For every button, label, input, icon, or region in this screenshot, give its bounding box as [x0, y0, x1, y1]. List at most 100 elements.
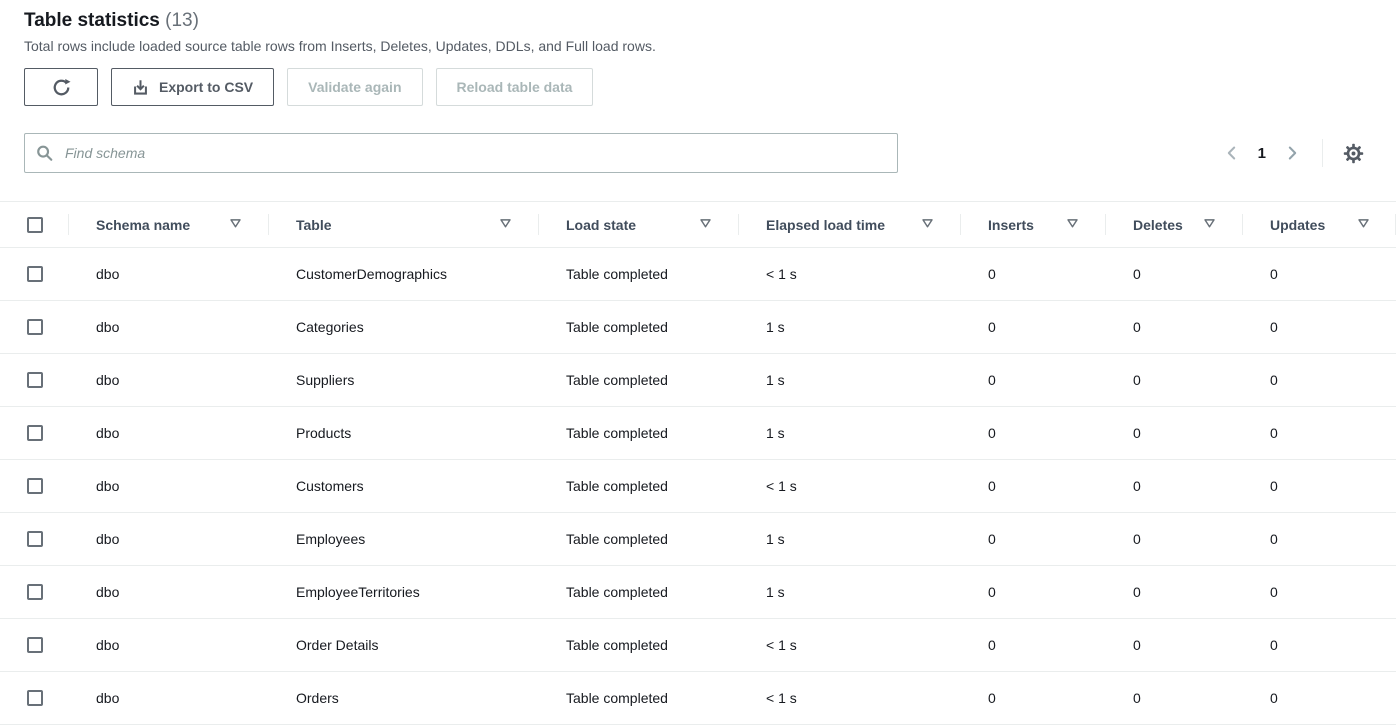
table-name-cell: Customers — [296, 478, 364, 494]
load-state-cell: Table completed — [566, 478, 668, 494]
triangle-down-icon[interactable] — [229, 217, 242, 233]
table-row: dbo Employees Table completed 1 s 0 0 0 — [0, 513, 1396, 566]
table-row: dbo Products Table completed 1 s 0 0 0 — [0, 407, 1396, 460]
row-checkbox[interactable] — [27, 319, 43, 335]
table-name-cell: Employees — [296, 531, 366, 547]
column-label: Load state — [566, 216, 637, 233]
updates-cell: 0 — [1270, 531, 1278, 547]
schema-name-cell: dbo — [96, 266, 120, 282]
triangle-down-icon[interactable] — [499, 217, 512, 233]
triangle-down-icon[interactable] — [921, 217, 934, 233]
table-row: dbo CustomerDemographics Table completed… — [0, 248, 1396, 301]
item-count-badge: (13) — [165, 10, 199, 31]
filter-row: 1 — [24, 133, 1372, 173]
table-row: dbo Order Details Table completed < 1 s … — [0, 619, 1396, 672]
row-select-cell — [0, 672, 68, 724]
load-state-cell: Table completed — [566, 372, 668, 388]
row-select-cell — [0, 354, 68, 406]
row-select-cell — [0, 513, 68, 565]
triangle-down-icon[interactable] — [699, 217, 712, 233]
schema-name-cell: dbo — [96, 372, 120, 388]
table-name-cell: CustomerDemographics — [296, 266, 447, 282]
panel-description: Total rows include loaded source table r… — [24, 38, 656, 54]
reload-table-data-label: Reload table data — [456, 79, 573, 95]
column-header-load-state[interactable]: Load state — [538, 202, 738, 247]
refresh-icon — [52, 78, 71, 97]
updates-cell: 0 — [1270, 637, 1278, 653]
load-state-cell: Table completed — [566, 584, 668, 600]
table-statistics-table: Schema name Table Load state Elapsed loa… — [0, 201, 1396, 725]
download-icon — [132, 79, 149, 96]
chevron-right-icon — [1284, 144, 1300, 162]
elapsed-load-time-cell: 1 s — [766, 584, 785, 600]
deletes-cell: 0 — [1133, 584, 1141, 600]
column-label: Table — [296, 216, 332, 233]
column-label: Deletes — [1133, 216, 1183, 233]
find-schema-input[interactable] — [24, 133, 898, 173]
triangle-down-icon[interactable] — [1357, 217, 1370, 233]
gear-icon — [1343, 143, 1364, 164]
schema-name-cell: dbo — [96, 584, 120, 600]
column-label: Schema name — [96, 216, 191, 233]
row-checkbox[interactable] — [27, 531, 43, 547]
column-label: Updates — [1270, 216, 1326, 233]
schema-name-cell: dbo — [96, 425, 120, 441]
column-header-updates[interactable]: Updates — [1242, 202, 1396, 247]
inserts-cell: 0 — [988, 478, 996, 494]
table-row: dbo Orders Table completed < 1 s 0 0 0 — [0, 672, 1396, 725]
table-row: dbo Suppliers Table completed 1 s 0 0 0 — [0, 354, 1396, 407]
elapsed-load-time-cell: < 1 s — [766, 478, 797, 494]
deletes-cell: 0 — [1133, 266, 1141, 282]
load-state-cell: Table completed — [566, 637, 668, 653]
row-checkbox[interactable] — [27, 372, 43, 388]
refresh-button[interactable] — [24, 68, 98, 106]
row-checkbox[interactable] — [27, 690, 43, 706]
elapsed-load-time-cell: 1 s — [766, 372, 785, 388]
deletes-cell: 0 — [1133, 531, 1141, 547]
inserts-cell: 0 — [988, 690, 996, 706]
inserts-cell: 0 — [988, 372, 996, 388]
inserts-cell: 0 — [988, 319, 996, 335]
reload-table-data-button[interactable]: Reload table data — [435, 68, 594, 106]
column-header-inserts[interactable]: Inserts — [960, 202, 1105, 247]
column-header-schema-name[interactable]: Schema name — [68, 202, 268, 247]
updates-cell: 0 — [1270, 425, 1278, 441]
table-name-cell: Suppliers — [296, 372, 355, 388]
row-checkbox[interactable] — [27, 478, 43, 494]
row-checkbox[interactable] — [27, 425, 43, 441]
select-all-checkbox[interactable] — [27, 216, 43, 233]
column-header-elapsed-load-time[interactable]: Elapsed load time — [738, 202, 960, 247]
deletes-cell: 0 — [1133, 690, 1141, 706]
schema-name-cell: dbo — [96, 531, 120, 547]
table-name-cell: Orders — [296, 690, 339, 706]
elapsed-load-time-cell: < 1 s — [766, 690, 797, 706]
row-select-cell — [0, 301, 68, 353]
select-all-cell — [0, 202, 68, 247]
inserts-cell: 0 — [988, 531, 996, 547]
export-csv-button[interactable]: Export to CSV — [111, 68, 275, 106]
current-page-number[interactable]: 1 — [1257, 144, 1266, 162]
column-header-deletes[interactable]: Deletes — [1105, 202, 1242, 247]
next-page-button[interactable] — [1276, 138, 1308, 168]
previous-page-button[interactable] — [1216, 138, 1248, 168]
table-body: dbo CustomerDemographics Table completed… — [0, 248, 1396, 725]
row-checkbox[interactable] — [27, 266, 43, 282]
row-checkbox[interactable] — [27, 637, 43, 653]
updates-cell: 0 — [1270, 266, 1278, 282]
table-name-cell: Categories — [296, 319, 364, 335]
triangle-down-icon[interactable] — [1066, 217, 1079, 233]
search-box — [24, 133, 898, 173]
row-checkbox[interactable] — [27, 584, 43, 600]
magnifier-icon — [36, 145, 53, 162]
validate-again-button[interactable]: Validate again — [287, 68, 423, 106]
preferences-button[interactable] — [1335, 137, 1372, 170]
pagination-controls: 1 — [1216, 137, 1372, 170]
triangle-down-icon[interactable] — [1203, 217, 1216, 233]
deletes-cell: 0 — [1133, 319, 1141, 335]
export-csv-label: Export to CSV — [159, 79, 254, 95]
elapsed-load-time-cell: 1 s — [766, 319, 785, 335]
table-row: dbo EmployeeTerritories Table completed … — [0, 566, 1396, 619]
load-state-cell: Table completed — [566, 425, 668, 441]
updates-cell: 0 — [1270, 319, 1278, 335]
column-header-table[interactable]: Table — [268, 202, 538, 247]
